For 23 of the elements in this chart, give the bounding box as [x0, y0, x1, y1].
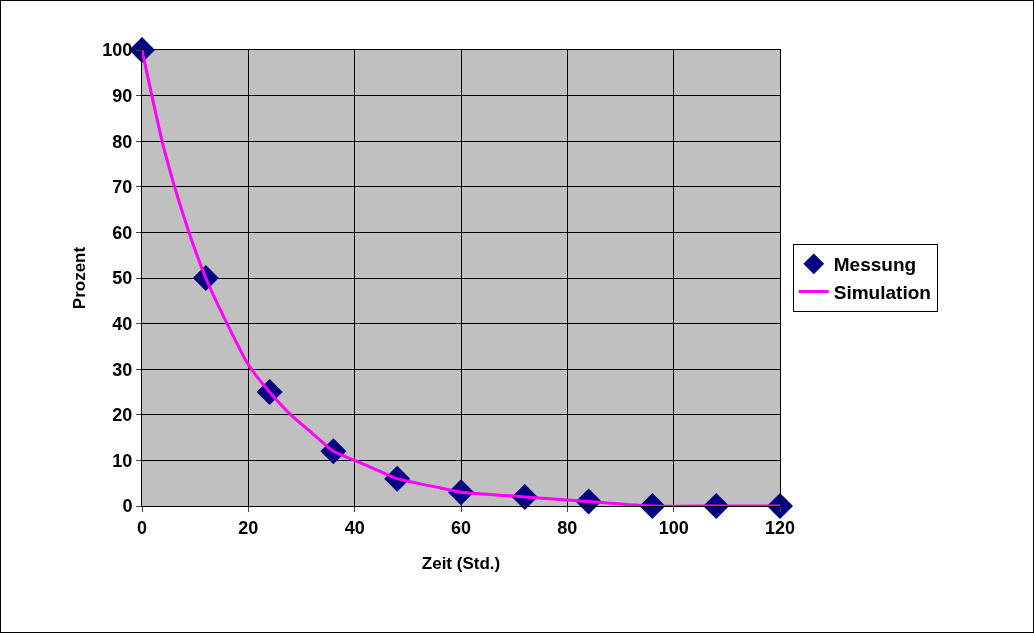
- y-tick-label: 60: [112, 222, 133, 243]
- x-tick-label: 80: [557, 517, 578, 538]
- y-tick-label: 70: [112, 177, 133, 198]
- legend-label: Simulation: [833, 281, 931, 303]
- legend-label: Messung: [833, 254, 917, 276]
- x-tick-label: 0: [136, 517, 148, 538]
- x-tick-label: 40: [344, 517, 365, 538]
- x-axis-title: Zeit (Std.): [421, 554, 501, 573]
- y-axis-title: Prozent: [69, 246, 89, 310]
- x-tick-label: 120: [764, 517, 796, 538]
- y-tick-label: 0: [122, 496, 133, 517]
- y-tick-label: 20: [112, 405, 133, 426]
- y-tick-label: 40: [112, 313, 133, 334]
- y-tick-label: 10: [112, 450, 133, 471]
- x-tick-label: 20: [238, 517, 259, 538]
- y-tick-label: 50: [112, 268, 133, 289]
- x-tick-label: 100: [658, 517, 689, 538]
- y-tick-label: 30: [112, 359, 133, 380]
- y-tick-label: 80: [112, 131, 133, 152]
- point: [767, 493, 793, 519]
- y-tick-label: 90: [112, 85, 133, 106]
- y-tick-label: 100: [102, 40, 133, 61]
- x-tick-label: 60: [450, 517, 472, 538]
